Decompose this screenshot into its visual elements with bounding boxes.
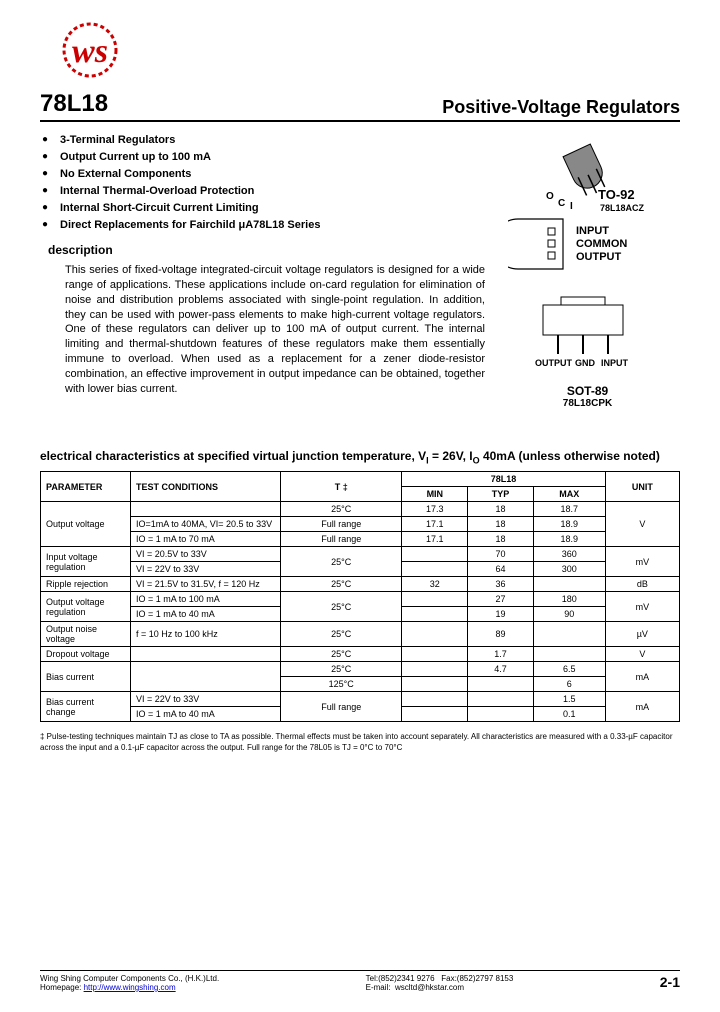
table-row: Bias current change VI = 22V to 33V Full… — [41, 692, 680, 707]
table-row: IO = 1 mA to 70 mAFull range17.11818.9 — [41, 532, 680, 547]
svg-text:ws: ws — [72, 33, 108, 70]
table-row: Output voltage 25°C 17.3 18 18.7 V — [41, 502, 680, 517]
description-text: This series of fixed-voltage integrated-… — [40, 263, 485, 397]
table-row: IO=1mA to 40MA, VI= 20.5 to 33VFull rang… — [41, 517, 680, 532]
feature-item: Direct Replacements for Fairchild μA78L1… — [60, 219, 485, 231]
left-column: 3-Terminal Regulators Output Current up … — [40, 134, 495, 424]
description-heading: description — [48, 243, 485, 257]
th-device: 78L18 — [402, 472, 605, 487]
part-number: 78L18 — [40, 90, 108, 118]
th-t: T ‡ — [281, 472, 402, 502]
th-cond: TEST CONDITIONS — [131, 472, 281, 502]
th-min: MIN — [402, 487, 468, 502]
footer-left: Wing Shing Computer Components Co., (H.K… — [40, 974, 219, 992]
th-unit: UNIT — [605, 472, 679, 502]
svg-text:TO-92: TO-92 — [598, 187, 635, 202]
feature-item: No External Components — [60, 168, 485, 180]
page-number: 2-1 — [660, 974, 680, 992]
table-row: Dropout voltage 25°C 1.7 V — [41, 647, 680, 662]
svg-text:INPUT: INPUT — [576, 225, 609, 237]
feature-list: 3-Terminal Regulators Output Current up … — [40, 134, 485, 231]
company-logo: ws — [60, 20, 120, 80]
svg-text:GND: GND — [575, 358, 596, 368]
feature-item: Internal Short-Circuit Current Limiting — [60, 202, 485, 214]
th-typ: TYP — [468, 487, 534, 502]
footer-mid: Tel:(852)2341 9276 Fax:(852)2797 8153 E-… — [366, 974, 514, 992]
package-name: SOT-89 — [495, 384, 680, 398]
table-row: Ripple rejection VI = 21.5V to 31.5V, f … — [41, 577, 680, 592]
package-sot89: OUTPUT GND INPUT SOT-89 78L18CPK — [495, 289, 680, 409]
th-max: MAX — [533, 487, 605, 502]
svg-text:COMMON: COMMON — [576, 238, 627, 250]
table-row: Input voltage regulation VI = 20.5V to 3… — [41, 547, 680, 562]
footnote: ‡ Pulse-testing techniques maintain TJ a… — [40, 732, 680, 753]
table-row: Bias current 25°C 4.76.5 mA — [41, 662, 680, 677]
part-type: Positive-Voltage Regulators — [442, 97, 680, 118]
feature-item: Output Current up to 100 mA — [60, 151, 485, 163]
feature-item: 3-Terminal Regulators — [60, 134, 485, 146]
svg-text:C: C — [558, 198, 565, 209]
package-code: 78L18CPK — [495, 398, 680, 409]
characteristics-table: PARAMETER TEST CONDITIONS T ‡ 78L18 UNIT… — [40, 471, 680, 722]
svg-text:78L18ACZ: 78L18ACZ — [600, 203, 645, 213]
svg-text:INPUT: INPUT — [601, 358, 629, 368]
right-column: O C I TO-92 78L18ACZ INPUT COMMON OUTPUT — [495, 134, 680, 424]
footer: Wing Shing Computer Components Co., (H.K… — [40, 970, 680, 992]
ec-heading: electrical characteristics at specified … — [40, 449, 680, 465]
svg-text:O: O — [546, 191, 554, 202]
header-bar: 78L18 Positive-Voltage Regulators — [40, 90, 680, 122]
content-row: 3-Terminal Regulators Output Current up … — [40, 134, 680, 424]
table-row: Output voltage regulation IO = 1 mA to 1… — [41, 592, 680, 607]
homepage-link[interactable]: http://www.wingshing.com — [84, 983, 176, 992]
svg-text:I: I — [570, 201, 573, 212]
table-row: Output noise voltage f = 10 Hz to 100 kH… — [41, 622, 680, 647]
package-to92: O C I TO-92 78L18ACZ INPUT COMMON OUTPUT — [495, 134, 680, 274]
svg-text:OUTPUT: OUTPUT — [576, 251, 622, 263]
svg-text:OUTPUT: OUTPUT — [535, 358, 573, 368]
feature-item: Internal Thermal-Overload Protection — [60, 185, 485, 197]
th-param: PARAMETER — [41, 472, 131, 502]
